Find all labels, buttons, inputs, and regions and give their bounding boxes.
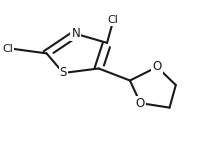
- Text: S: S: [59, 66, 67, 79]
- Text: O: O: [136, 97, 145, 110]
- Text: Cl: Cl: [2, 44, 13, 54]
- Text: Cl: Cl: [108, 15, 119, 25]
- Text: N: N: [71, 27, 80, 40]
- Text: O: O: [152, 60, 162, 73]
